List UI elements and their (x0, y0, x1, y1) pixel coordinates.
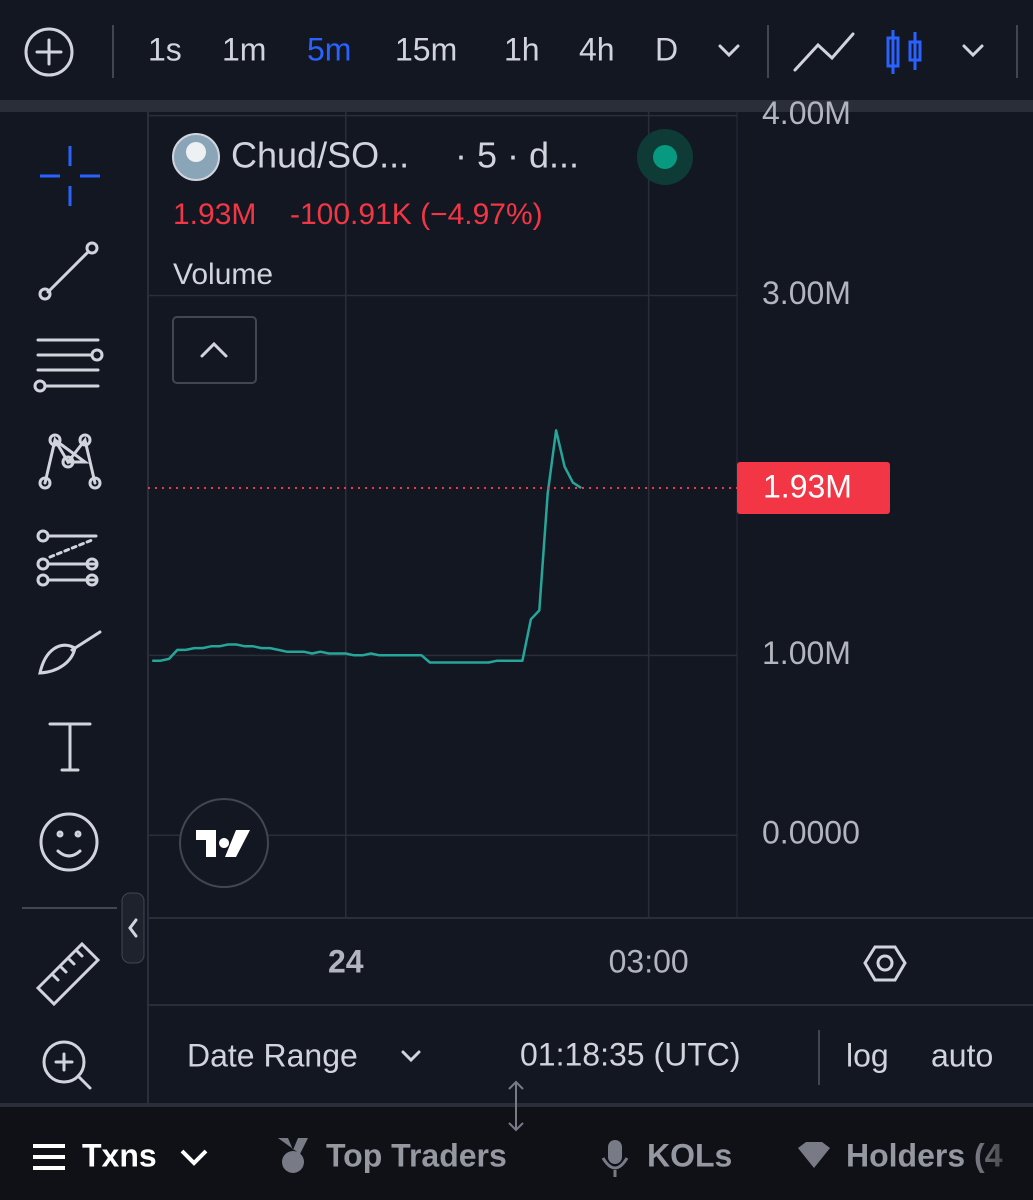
crosshair-tool[interactable] (40, 146, 100, 206)
date-range[interactable]: Date Range (187, 1037, 358, 1073)
pattern-tool[interactable] (38, 433, 102, 490)
resize-handle[interactable] (508, 1080, 524, 1132)
tab-fade (960, 1130, 1033, 1190)
settings-button[interactable] (863, 945, 907, 982)
interval-button[interactable]: 1s (148, 31, 182, 67)
fib-tool[interactable] (33, 338, 104, 393)
date-range-caret (401, 1050, 421, 1063)
study-name: Volume (173, 258, 273, 291)
tab-caret (180, 1149, 208, 1166)
prediction-tool[interactable] (36, 529, 99, 587)
tab[interactable]: KOLs (647, 1137, 732, 1173)
text-tool[interactable] (48, 722, 92, 772)
tradingview-logo[interactable] (179, 798, 269, 888)
style-dropdown[interactable] (962, 44, 984, 58)
interval-button[interactable]: 5m (307, 31, 351, 67)
interval-dropdown[interactable] (718, 44, 740, 58)
separator (0, 100, 1033, 112)
candle-style-button[interactable] (886, 30, 922, 74)
log-toggle[interactable]: log (846, 1037, 889, 1073)
price-line (152, 429, 582, 664)
line-style-button[interactable] (793, 32, 855, 72)
medal-icon (278, 1138, 308, 1173)
y-tick-label: 1.00M (762, 635, 851, 671)
plot (148, 429, 737, 664)
emoji-tool[interactable] (39, 812, 99, 872)
sidebar (0, 112, 138, 1105)
interval-button[interactable]: 1h (504, 31, 540, 67)
collapse-arrow (128, 918, 138, 938)
legend-price: 1.93M (173, 198, 256, 231)
clock: 01:18:35 (UTC) (520, 1036, 741, 1072)
add-button[interactable] (24, 27, 74, 77)
tab[interactable]: Top Traders (326, 1137, 507, 1173)
x-tick-label: 24 (328, 943, 364, 979)
chart-pane (148, 112, 1033, 918)
x-tick-label: 03:00 (609, 943, 689, 979)
last-price-badge (737, 462, 890, 515)
interval-button[interactable]: 4h (579, 31, 615, 67)
collapse-handle[interactable] (121, 892, 145, 964)
mic-icon (601, 1140, 629, 1177)
trendline-tool[interactable] (38, 241, 99, 301)
y-tick-label: 3.00M (762, 275, 851, 311)
symbol[interactable]: Chud/SO... (231, 135, 409, 176)
interval-button[interactable]: 1m (222, 31, 266, 67)
ruler-tool[interactable] (35, 941, 101, 1007)
intervals: 1s 1m 5m 15m 1h 4h D (148, 31, 678, 67)
avatar-face (186, 142, 206, 162)
collapse-legend[interactable] (172, 316, 257, 384)
y-tick-label: 4.00M (762, 95, 851, 131)
symbol-meta: · 5 · d... (455, 135, 579, 176)
interval-button[interactable]: 15m (395, 31, 457, 67)
legend-change: -100.91K (−4.97%) (290, 198, 543, 231)
tab[interactable]: Txns (82, 1137, 157, 1173)
auto-toggle[interactable]: auto (931, 1037, 993, 1073)
brush-tool[interactable] (38, 630, 102, 675)
toolbar (0, 0, 1033, 100)
diamond-icon (798, 1142, 830, 1168)
collapse-caret (200, 341, 228, 358)
txns-icon (33, 1144, 65, 1170)
status-dot (653, 145, 677, 169)
interval-button[interactable]: D (655, 31, 678, 67)
zoom-tool[interactable] (42, 1040, 92, 1090)
grid (148, 112, 737, 918)
last-price-label: 1.93M (763, 468, 852, 504)
y-tick-label: 0.0000 (762, 815, 860, 851)
